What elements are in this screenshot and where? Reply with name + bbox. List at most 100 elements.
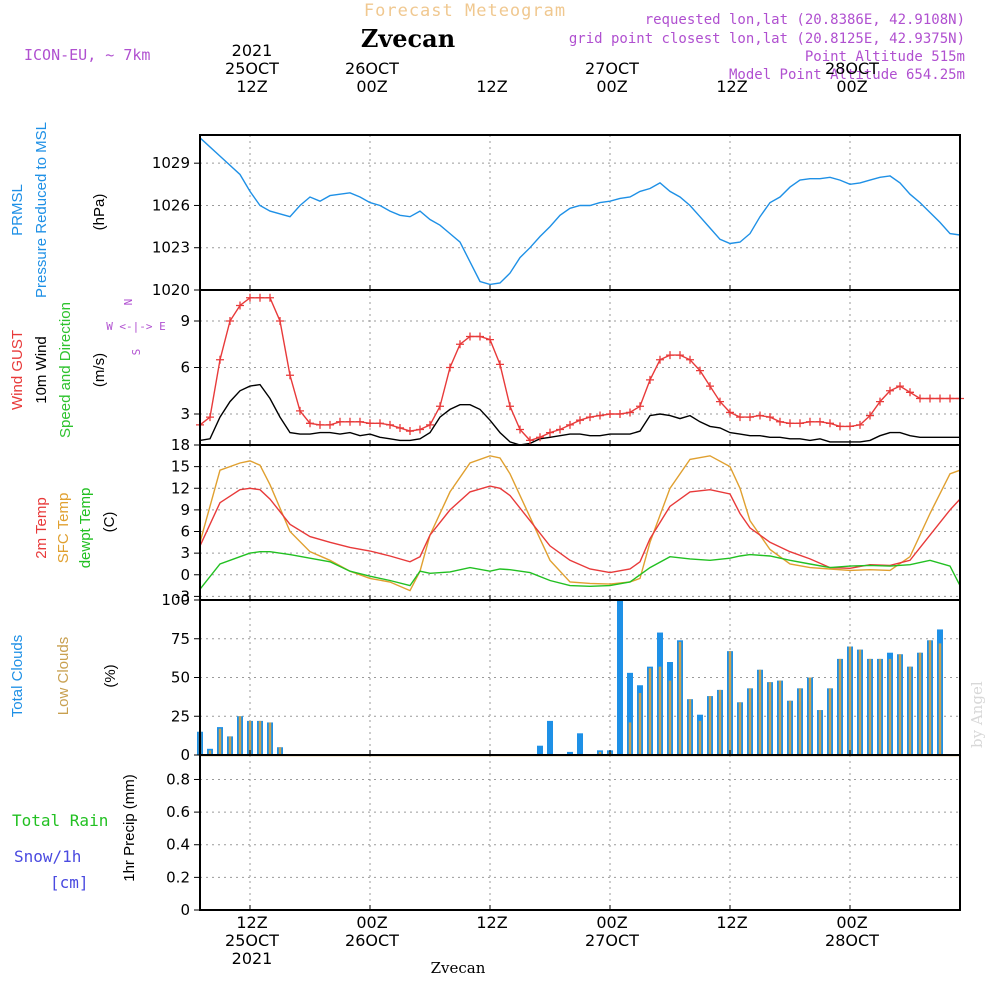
low-clouds-bar [648, 668, 652, 755]
wind-gust-marker [746, 413, 754, 422]
low-clouds-bar [888, 658, 892, 755]
low-clouds-bar [748, 688, 752, 755]
low-clouds-bar [738, 702, 742, 755]
wind-gust-marker [926, 394, 934, 403]
wind-gust-marker [356, 417, 364, 426]
y-tick-label: 9 [180, 312, 190, 330]
y-tick-label: 0.4 [166, 836, 190, 854]
wind-gust-marker [366, 419, 374, 428]
y-tick-label: 0 [180, 566, 190, 584]
wind-gust-marker [716, 397, 724, 406]
side-label: Pressure Reduced to MSL [33, 122, 50, 298]
wind-gust-marker [766, 413, 774, 422]
low-clouds-bar [918, 652, 922, 755]
wind-gust-marker [636, 402, 644, 411]
low-clouds-bar [808, 677, 812, 755]
low-clouds-bar [258, 720, 262, 755]
low-clouds-bar [798, 688, 802, 755]
wind-gust-marker [846, 422, 854, 431]
side-label: (%) [102, 664, 119, 687]
y-tick-label: 9 [180, 501, 190, 519]
wind-gust-marker [776, 417, 784, 426]
low-clouds-bar [688, 699, 692, 755]
y-tick-label: 0 [180, 746, 190, 764]
wind-gust-marker [206, 413, 214, 422]
panel-frame [199, 754, 961, 911]
wind-gust-marker [606, 410, 614, 418]
wind-gust-marker [566, 420, 574, 429]
total-clouds-bar [547, 720, 553, 755]
top-time-tick-label: 00Z [836, 77, 867, 96]
point-altitude: Point Altitude 515m [805, 49, 965, 65]
low-clouds-bar [238, 716, 242, 755]
compass-north: N [122, 299, 135, 306]
top-time-tick-label: 26OCT [345, 59, 399, 78]
top-time-tick-label: 25OCT [225, 59, 279, 78]
footer-location: Zvecan [431, 959, 486, 977]
wind-gust-marker [646, 375, 654, 384]
y-tick-label: 1020 [152, 281, 190, 299]
wind-gust-marker [916, 394, 924, 403]
top-time-tick-label: 27OCT [585, 59, 639, 78]
top-time-tick-label: 00Z [356, 77, 387, 96]
side-label: (C) [101, 512, 118, 533]
low-clouds-bar [248, 720, 252, 755]
wind-gust-marker [506, 402, 514, 411]
wind-gust-marker [436, 402, 444, 411]
wind-gust-marker [686, 355, 694, 364]
y-tick-label: 75 [171, 630, 190, 648]
y-tick-label: 1029 [152, 154, 190, 172]
wind-gust-marker [456, 340, 464, 349]
top-time-tick-label: 12Z [476, 77, 507, 96]
wind-gust-marker [486, 335, 494, 344]
low-clouds-bar [278, 747, 282, 755]
side-label: 10m Wind [33, 336, 50, 404]
wind-gust-marker [676, 351, 684, 360]
wind-gust-marker [246, 293, 254, 302]
low-clouds-bar [658, 666, 662, 755]
bottom-time-tick-label: 12Z [236, 913, 267, 932]
side-label: Total Clouds [9, 635, 26, 718]
y-tick-label: 6 [180, 359, 190, 377]
compass-south: S [130, 349, 143, 356]
dewpt-temp-line [199, 551, 961, 590]
wind-10m-line [199, 383, 960, 446]
grid-point-coords: grid point closest lon,lat (20.8125E, 42… [569, 31, 965, 47]
y-tick-label: 0.6 [166, 803, 190, 821]
low-clouds-bar [838, 658, 842, 755]
side-label: PRMSL [9, 184, 26, 236]
top-time-tick-label: 12Z [716, 77, 747, 96]
wind-gust-marker [516, 425, 524, 434]
wind-gust-marker [466, 332, 474, 341]
wind-gust-marker [396, 423, 404, 432]
snow-legend: Snow/1h [14, 847, 81, 866]
bottom-time-tick-label: 00Z [836, 913, 867, 932]
bottom-time-tick-label: 2021 [232, 949, 273, 968]
low-clouds-bar [208, 750, 212, 755]
wind-gust-marker [556, 425, 564, 434]
wind-gust-marker [226, 317, 234, 325]
bottom-time-tick-label: 28OCT [825, 931, 879, 950]
side-label: Wind GUST [9, 330, 26, 410]
bottom-time-tick-label: 00Z [596, 913, 627, 932]
wind-gust-marker [446, 363, 454, 372]
temp-2m-line [199, 485, 961, 574]
top-time-tick-label: 2021 [232, 41, 273, 60]
total-clouds-bar [577, 733, 583, 755]
bottom-time-tick-label: 26OCT [345, 931, 399, 950]
bottom-time-tick-label: 27OCT [585, 931, 639, 950]
wind-gust-marker [706, 382, 714, 391]
wind-gust-marker [856, 420, 864, 429]
wind-gust-marker [666, 351, 674, 360]
low-clouds-bar [598, 751, 602, 755]
wind-gust-marker [896, 382, 904, 391]
watermark: by Angel [968, 681, 986, 748]
y-tick-label: 25 [171, 707, 190, 725]
low-clouds-bar [628, 722, 632, 755]
wind-gust-marker [266, 293, 274, 302]
wind-gust-marker [726, 408, 734, 417]
low-clouds-bar [878, 658, 882, 755]
wind-gust-marker [546, 428, 554, 437]
wind-gust-marker [286, 371, 294, 380]
